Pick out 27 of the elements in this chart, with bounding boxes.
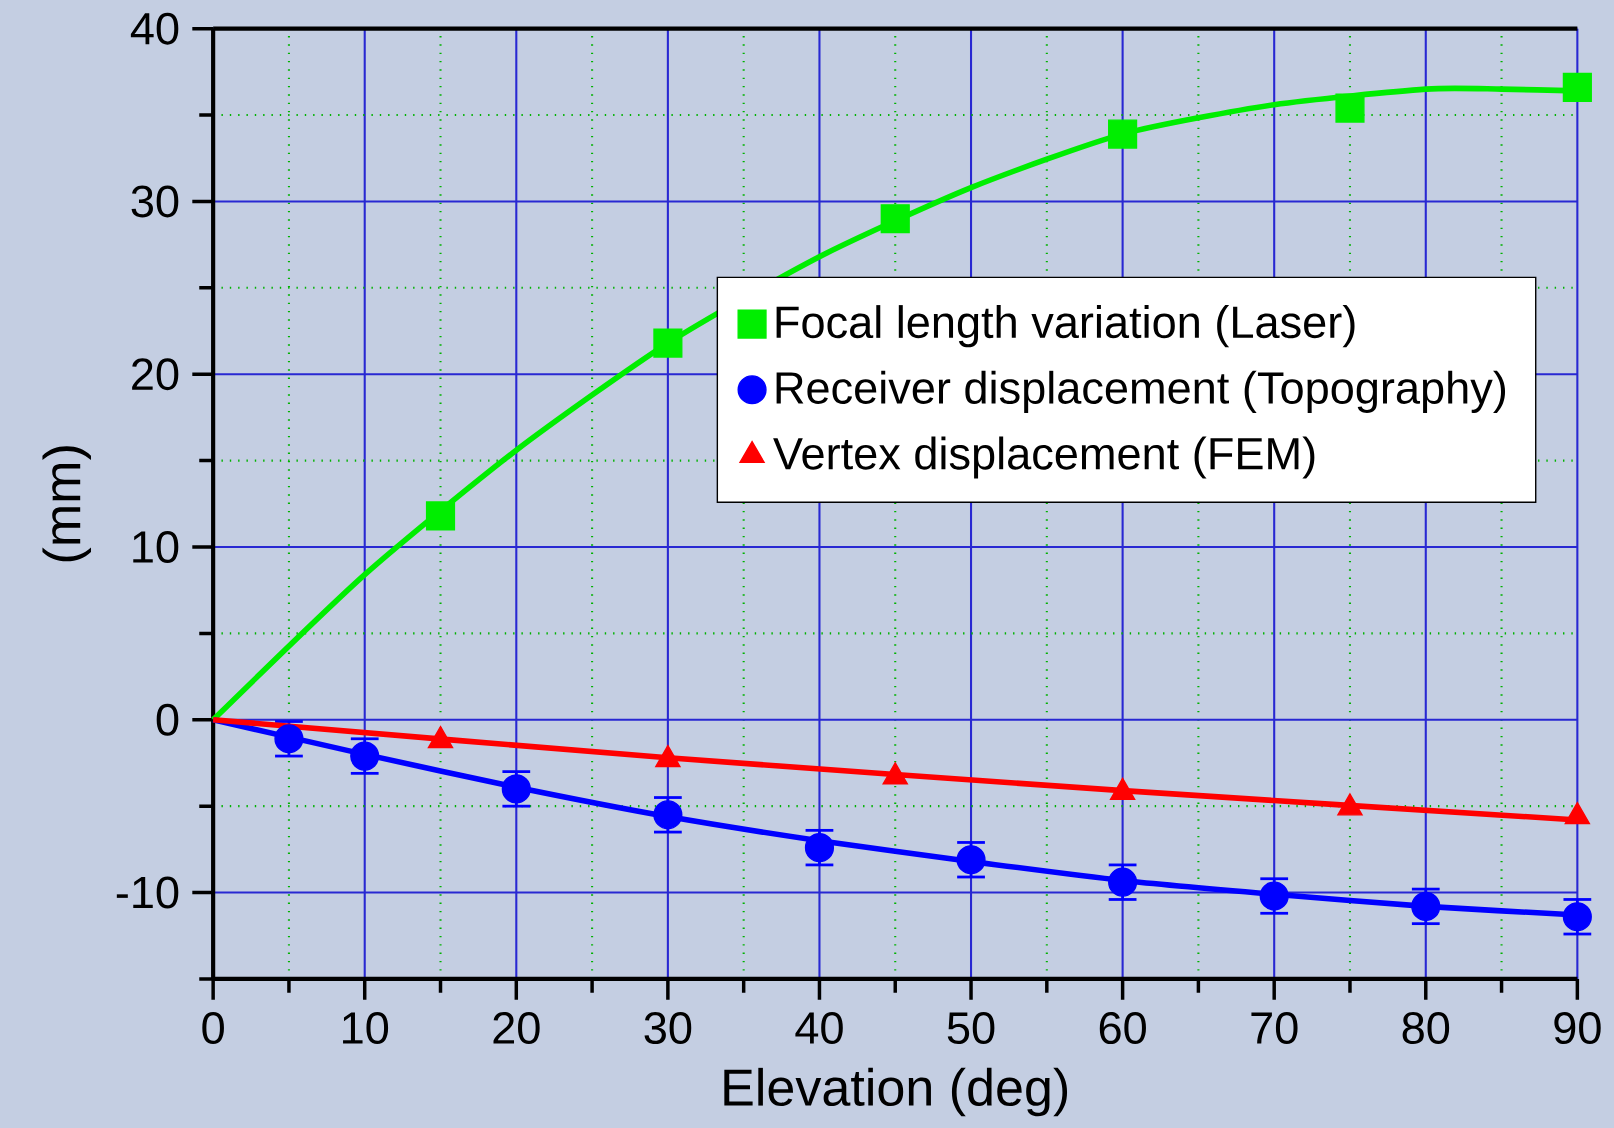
point [1562, 72, 1592, 103]
y-tick-label: 40 [130, 12, 179, 45]
y-tick-label: -10 [116, 876, 179, 909]
x-tick-label: 90 [1554, 1012, 1601, 1045]
point [425, 501, 456, 531]
y-tick-label: 10 [133, 531, 179, 563]
y-tick-label: 20 [132, 358, 179, 391]
x-tick-label: 40 [795, 1012, 843, 1045]
x-axis-title: Elevation (deg) [724, 1067, 1068, 1117]
y-tick-label: 30 [131, 185, 179, 218]
x-tick-label: 20 [493, 1012, 540, 1045]
point [880, 204, 910, 234]
x-tick-label: 50 [947, 1012, 995, 1045]
x-tick-label: 60 [1099, 1012, 1146, 1045]
x-tick-label: 0 [202, 1012, 224, 1045]
x-tick-label: 10 [343, 1012, 389, 1045]
legend-label: Vertex displacement (FEM) [773, 436, 1315, 479]
legend-label: Focal length variation (Laser) [776, 305, 1355, 348]
legend-label: Receiver displacement (Topography) [776, 370, 1506, 413]
point [1335, 93, 1365, 123]
point [653, 328, 683, 358]
point [1108, 119, 1138, 149]
x-tick-label: 70 [1251, 1012, 1298, 1045]
x-tick-label: 30 [644, 1012, 692, 1045]
y-tick-label: 0 [156, 703, 179, 736]
x-tick-label: 80 [1402, 1012, 1450, 1045]
y-axis-title: (mm) [42, 446, 91, 562]
